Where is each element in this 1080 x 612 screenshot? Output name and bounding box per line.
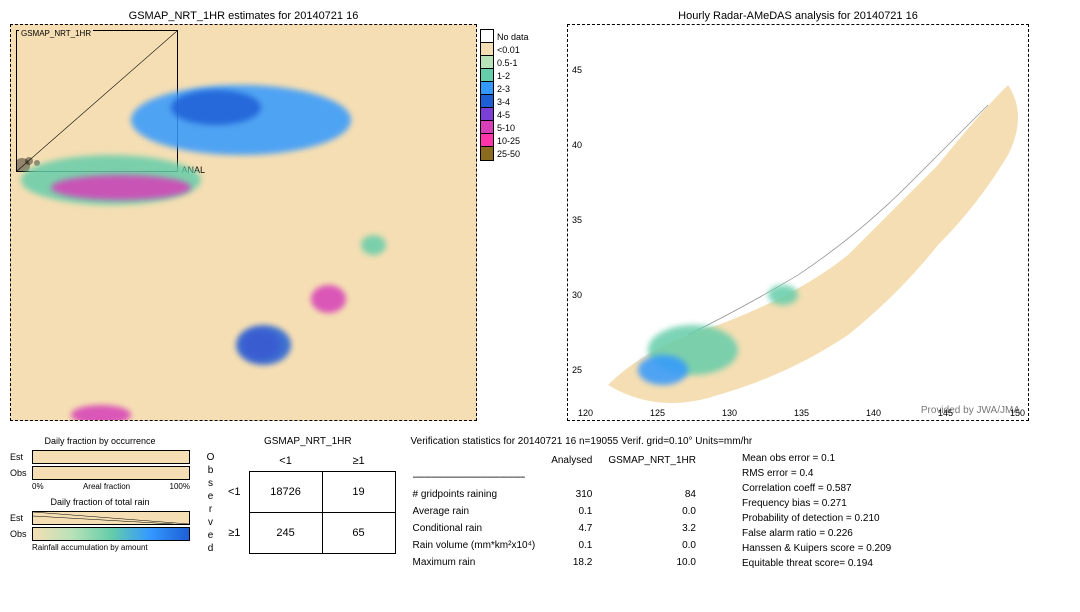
metric-line: Correlation coeff = 0.587 bbox=[742, 481, 891, 496]
est-rain-row: Est bbox=[10, 511, 190, 525]
left-map: GSMAP_NRT_1HR ANAL bbox=[10, 24, 477, 421]
lon-tick: 145 bbox=[938, 408, 953, 418]
occ-title: Daily fraction by occurrence bbox=[10, 436, 190, 446]
stats-table: Analysed GSMAP_NRT_1HR -----------------… bbox=[411, 451, 712, 572]
right-map-title: Hourly Radar-AMeDAS analysis for 2014072… bbox=[567, 10, 1029, 22]
contingency-table: <1 ≥1 <1 18726 19 ≥1 245 65 bbox=[220, 451, 396, 554]
est-rain-bar bbox=[32, 511, 190, 525]
precip-blob bbox=[71, 405, 131, 421]
obs-occ-row: Obs bbox=[10, 466, 190, 480]
lon-tick: 130 bbox=[722, 408, 737, 418]
precip-blob bbox=[236, 325, 291, 365]
metric-line: Hanssen & Kuipers score = 0.209 bbox=[742, 541, 891, 556]
lat-tick: 35 bbox=[572, 215, 582, 225]
lon-tick: 125 bbox=[650, 408, 665, 418]
contingency-block: Observed GSMAP_NRT_1HR <1 ≥1 <1 18726 19… bbox=[205, 436, 396, 572]
lat-tick: 30 bbox=[572, 290, 582, 300]
obs-occ-bar bbox=[32, 466, 190, 480]
right-map-panel: Hourly Radar-AMeDAS analysis for 2014072… bbox=[567, 10, 1029, 421]
precip-blob bbox=[51, 175, 191, 200]
precip-blob bbox=[768, 285, 798, 305]
metric-line: Probability of detection = 0.210 bbox=[742, 511, 891, 526]
cell-10: 245 bbox=[249, 513, 322, 554]
stats-row: Rain volume (mm*km²x10⁴)0.10.0 bbox=[413, 538, 710, 553]
est-occ-row: Est bbox=[10, 450, 190, 464]
precip-blob bbox=[638, 355, 688, 385]
cell-01: 19 bbox=[322, 472, 395, 513]
top-row: GSMAP_NRT_1HR estimates for 20140721 16 … bbox=[10, 10, 1080, 421]
legend-item: 25-50 bbox=[480, 147, 542, 160]
precip-blob bbox=[171, 90, 261, 125]
precip-blob bbox=[361, 235, 386, 255]
left-map-title: GSMAP_NRT_1HR estimates for 20140721 16 bbox=[10, 10, 477, 22]
rain-title: Daily fraction of total rain bbox=[10, 497, 190, 507]
stats-row: # gridpoints raining31084 bbox=[413, 487, 710, 502]
cell-00: 18726 bbox=[249, 472, 322, 513]
cell-11: 65 bbox=[322, 513, 395, 554]
lat-tick: 25 bbox=[572, 365, 582, 375]
stats-row: Average rain0.10.0 bbox=[413, 504, 710, 519]
obs-rain-row: Obs bbox=[10, 527, 190, 541]
stats-header: Verification statistics for 20140721 16 … bbox=[411, 436, 892, 447]
stats-row: Maximum rain18.210.0 bbox=[413, 555, 710, 570]
metric-line: Mean obs error = 0.1 bbox=[742, 451, 891, 466]
lon-tick: 120 bbox=[578, 408, 593, 418]
stats-block: Verification statistics for 20140721 16 … bbox=[411, 436, 892, 572]
bottom-row: Daily fraction by occurrence Est Obs 0% … bbox=[10, 436, 1080, 572]
cont-title: GSMAP_NRT_1HR bbox=[220, 436, 396, 447]
left-map-panel: GSMAP_NRT_1HR estimates for 20140721 16 … bbox=[10, 10, 477, 421]
lon-tick: 140 bbox=[866, 408, 881, 418]
precip-blob bbox=[311, 285, 346, 313]
stats-metrics: Mean obs error = 0.1RMS error = 0.4Corre… bbox=[742, 451, 891, 572]
est-occ-bar bbox=[32, 450, 190, 464]
metric-line: False alarm ratio = 0.226 bbox=[742, 526, 891, 541]
accum-label: Rainfall accumulation by amount bbox=[32, 543, 190, 552]
lat-tick: 40 bbox=[572, 140, 582, 150]
observed-axis-label: Observed bbox=[205, 436, 220, 572]
coverage-shape bbox=[568, 25, 1028, 420]
metric-line: Frequency bias = 0.271 bbox=[742, 496, 891, 511]
color-legend: No data<0.010.5-11-22-33-44-55-1010-2525… bbox=[480, 30, 542, 160]
lon-tick: 135 bbox=[794, 408, 809, 418]
metric-line: RMS error = 0.4 bbox=[742, 466, 891, 481]
obs-rain-bar bbox=[32, 527, 190, 541]
fraction-block: Daily fraction by occurrence Est Obs 0% … bbox=[10, 436, 190, 572]
provided-label: Provided by JWA/JMA bbox=[921, 405, 1020, 416]
metric-line: Equitable threat score= 0.194 bbox=[742, 556, 891, 571]
stats-row: Conditional rain4.73.2 bbox=[413, 521, 710, 536]
lat-tick: 45 bbox=[572, 65, 582, 75]
right-map: Provided by JWA/JMA 45 40 35 30 25 120 125 130 1… bbox=[567, 24, 1029, 421]
lon-tick: 150 bbox=[1010, 408, 1025, 418]
